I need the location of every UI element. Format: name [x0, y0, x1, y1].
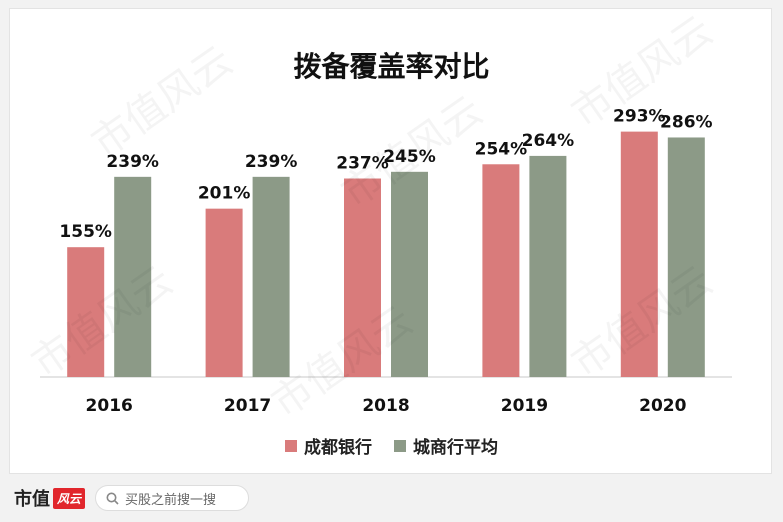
search-icon — [106, 492, 119, 505]
bar-series-1-2020 — [620, 131, 658, 377]
data-label-series-2-2018: 245% — [383, 147, 436, 167]
data-label-series-2-2019: 264% — [522, 131, 575, 151]
x-tick-label-2017: 2017 — [224, 396, 271, 416]
x-tick-label-2020: 2020 — [639, 396, 686, 416]
bar-series-2-2019 — [529, 155, 567, 377]
footer: 市值 风云 买股之前搜一搜 — [14, 484, 250, 512]
bar-series-1-2018 — [344, 178, 381, 377]
bar-series-2-2016 — [114, 176, 152, 377]
search-box[interactable]: 买股之前搜一搜 — [95, 485, 250, 511]
bar-series-1-2019 — [482, 164, 520, 377]
chart-title: 拨备覆盖率对比 — [293, 50, 490, 83]
legend-swatch-series-2 — [394, 439, 406, 452]
data-label-series-1-2019: 254% — [475, 139, 528, 159]
data-label-series-1-2017: 201% — [198, 184, 251, 204]
legend-item-series-2: 城商行平均 — [394, 433, 498, 458]
bar-series-1-2017 — [205, 208, 243, 377]
chart-card: 拨备覆盖率对比 155% 239% 2016 201% 239% 2017 237% 245%… — [9, 8, 772, 474]
bar-series-2-2017 — [252, 176, 290, 377]
bar-series-2-2020 — [667, 137, 705, 377]
legend-swatch-series-1 — [285, 439, 297, 452]
data-label-series-2-2020: 286% — [660, 112, 713, 132]
data-label-series-1-2020: 293% — [613, 107, 666, 127]
bar-series-2-2018 — [391, 171, 428, 377]
x-tick-label-2016: 2016 — [86, 396, 133, 416]
legend-label-series-1: 成都银行 — [304, 438, 372, 458]
x-tick-label-2018: 2018 — [362, 396, 409, 416]
data-label-series-1-2016: 155% — [59, 222, 112, 242]
data-label-series-1-2018: 237% — [336, 154, 389, 174]
brand-mark: 风云 — [53, 487, 86, 509]
legend: 成都银行 城商行平均 — [10, 433, 773, 458]
data-label-series-2-2016: 239% — [106, 152, 159, 172]
bar-series-1-2016 — [67, 247, 105, 377]
brand-logo[interactable]: 市值 风云 — [14, 485, 86, 511]
x-tick-label-2019: 2019 — [501, 396, 548, 416]
data-label-series-2-2017: 239% — [245, 152, 298, 172]
search-placeholder: 买股之前搜一搜 — [125, 492, 217, 508]
bar-chart: 155% 239% 2016 201% 239% 2017 237%245% 2018 254%… — [40, 107, 732, 416]
brand-name: 市值 — [14, 489, 50, 510]
legend-item-series-1: 成都银行 — [285, 433, 372, 458]
legend-label-series-2: 城商行平均 — [413, 438, 498, 458]
